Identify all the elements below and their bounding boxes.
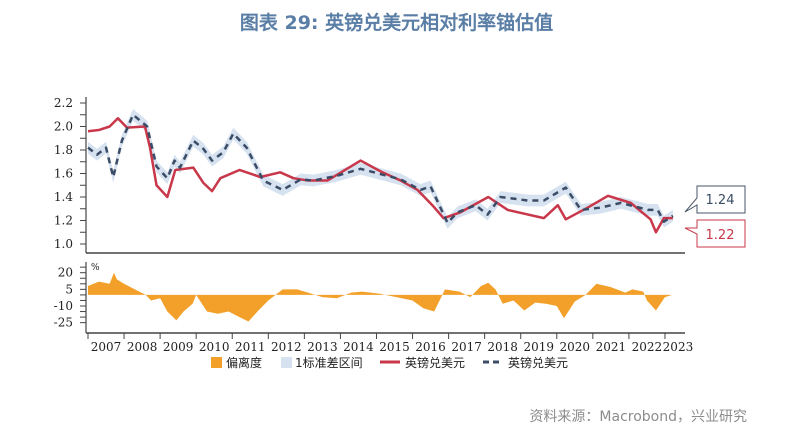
legend-label-fair: 英镑兑美元 <box>508 355 568 370</box>
deviation-layer <box>87 272 673 322</box>
legend-swatch-band <box>281 357 292 368</box>
bottom-y-tick-label: 5 <box>65 282 73 296</box>
top-y-tick-label: 1.4 <box>54 190 73 204</box>
bottom-y-tick-label: 20 <box>58 266 73 280</box>
x-tick-label: 2023 <box>663 340 694 354</box>
x-tick-label: 2020 <box>560 340 591 354</box>
std-band-layer <box>88 108 673 229</box>
x-tick-label: 2017 <box>451 340 482 354</box>
series-line-fair <box>87 113 674 225</box>
legend: 偏离度 1标准差区间 英镑兑美元 英镑兑美元 <box>211 355 568 370</box>
callout-spot-label: 1.22 <box>706 228 735 243</box>
x-tick-label: 2007 <box>91 340 122 354</box>
top-y-tick-label: 1.8 <box>54 143 73 157</box>
legend-label-spot: 英镑兑美元 <box>405 355 465 370</box>
legend-swatch-deviation <box>211 357 222 368</box>
top-y-tick-label: 1.0 <box>54 237 73 251</box>
x-tick-label: 2016 <box>415 340 446 354</box>
top-y-tick-label: 1.6 <box>54 167 73 181</box>
legend-label-band: 1标准差区间 <box>295 356 363 370</box>
x-tick-label: 2012 <box>271 340 302 354</box>
bottom-y-tick-label: -25 <box>54 316 73 330</box>
top-y-tick-label: 1.2 <box>54 214 73 228</box>
x-tick-label: 2014 <box>343 340 374 354</box>
x-tick-label: 2010 <box>199 340 230 354</box>
x-tick-label: 2015 <box>379 340 410 354</box>
x-tick-label: 2008 <box>127 340 158 354</box>
source-note: 资料来源：Macrobond，兴业研究 <box>529 409 747 425</box>
chart-title: 图表 29: 英镑兑美元相对利率锚估值 <box>239 12 554 34</box>
top-y-tick-label: 2.0 <box>54 120 73 134</box>
bottom-y-tick-label: -10 <box>54 299 73 313</box>
x-tick-label: 2011 <box>235 340 266 354</box>
std-band <box>88 108 673 229</box>
axes: 1.0 1.2 1.4 1.6 1.8 2.0 2.2 20 5 -10 -25 2007 2008 20… <box>54 96 694 354</box>
deviation-area <box>88 272 673 322</box>
callout-fair: 1.24 <box>684 185 746 214</box>
x-tick-label: 2022 <box>632 340 663 354</box>
top-y-tick-label: 2.2 <box>54 96 73 110</box>
x-tick-label: 2021 <box>596 340 627 354</box>
x-tick-label: 2009 <box>163 340 194 354</box>
x-tick-label: 2019 <box>523 340 554 354</box>
series-layer <box>87 113 674 234</box>
callout-fair-label: 1.24 <box>706 193 735 208</box>
legend-label-deviation: 偏离度 <box>226 355 262 370</box>
bottom-panel-unit: % <box>91 263 100 273</box>
x-tick-label: 2018 <box>487 340 518 354</box>
callout-spot: 1.22 <box>684 219 746 248</box>
x-tick-label: 2013 <box>307 340 338 354</box>
